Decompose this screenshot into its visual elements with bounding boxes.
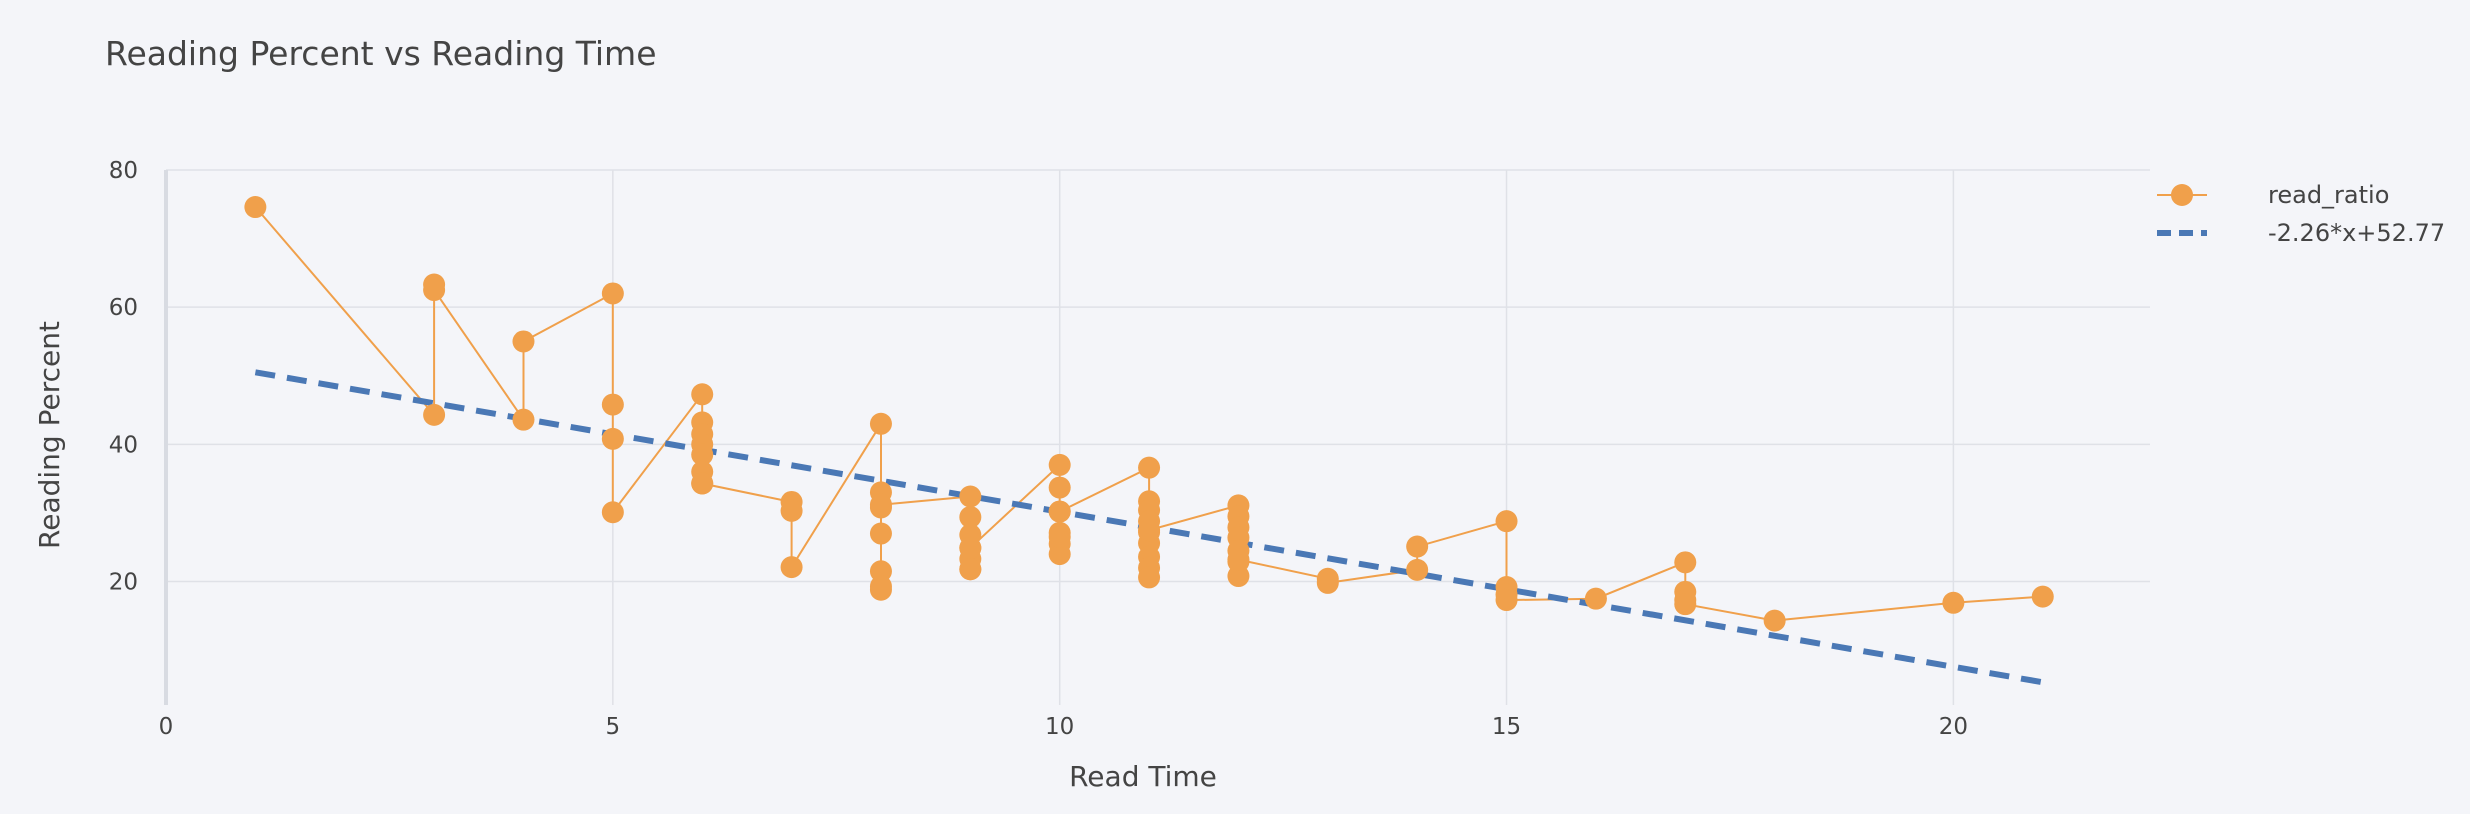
data-point [1048,476,1071,499]
data-point [691,383,714,406]
data-point [869,522,892,545]
x-axis-title: Read Time [1069,760,1217,793]
data-point [869,493,892,516]
x-tick-label: 10 [1045,714,1074,740]
data-point [1316,571,1339,594]
data-point [1674,593,1697,616]
y-tick-label: 40 [109,432,138,458]
legend-label-trend: -2.26*x+52.77 [2268,219,2445,247]
x-tick-label: 0 [159,714,174,740]
legend-label-read-ratio: read_ratio [2268,181,2389,209]
data-point [2031,585,2054,608]
data-point [1138,566,1161,589]
x-tick-label: 5 [606,714,621,740]
y-tick-label: 80 [109,158,138,184]
data-point [869,560,892,583]
data-point [959,485,982,508]
data-point [1942,591,1965,614]
data-point [1674,551,1697,574]
data-point [1048,543,1071,566]
data-point [1048,500,1071,523]
data-point [959,506,982,529]
data-point [1227,565,1250,588]
data-point [423,403,446,426]
chart-title: Reading Percent vs Reading Time [105,34,657,73]
x-tick-label: 15 [1492,714,1521,740]
data-point [1406,558,1429,581]
y-tick-label: 20 [109,570,138,596]
data-point [512,330,535,353]
data-point [1406,535,1429,558]
data-point [869,412,892,435]
data-point [601,427,624,450]
data-point [244,196,267,219]
data-point [959,558,982,581]
tick-labels: 0 5 10 15 20 20 40 60 80 [109,158,1968,740]
data-point [1048,453,1071,476]
data-point [691,443,714,466]
data-point [691,472,714,495]
data-point [1138,519,1161,542]
data-point [869,575,892,598]
y-axis-title: Reading Percent [33,321,66,549]
legend-swatch-read-ratio-marker [2171,184,2193,206]
y-tick-label: 60 [109,295,138,321]
data-point [512,408,535,431]
data-point [1048,525,1071,548]
series-layer [244,196,2054,686]
data-point [1584,587,1607,610]
data-point [601,501,624,524]
x-tick-label: 20 [1939,714,1968,740]
data-point [780,556,803,579]
data-point [780,499,803,522]
data-point [1138,456,1161,479]
data-point [1227,548,1250,571]
data-point [601,282,624,305]
data-point [959,536,982,559]
data-point [423,279,446,302]
data-point [1495,589,1518,612]
legend: read_ratio -2.26*x+52.77 [2157,181,2445,247]
data-point [1763,609,1786,632]
data-point [1495,510,1518,533]
data-point [601,393,624,416]
